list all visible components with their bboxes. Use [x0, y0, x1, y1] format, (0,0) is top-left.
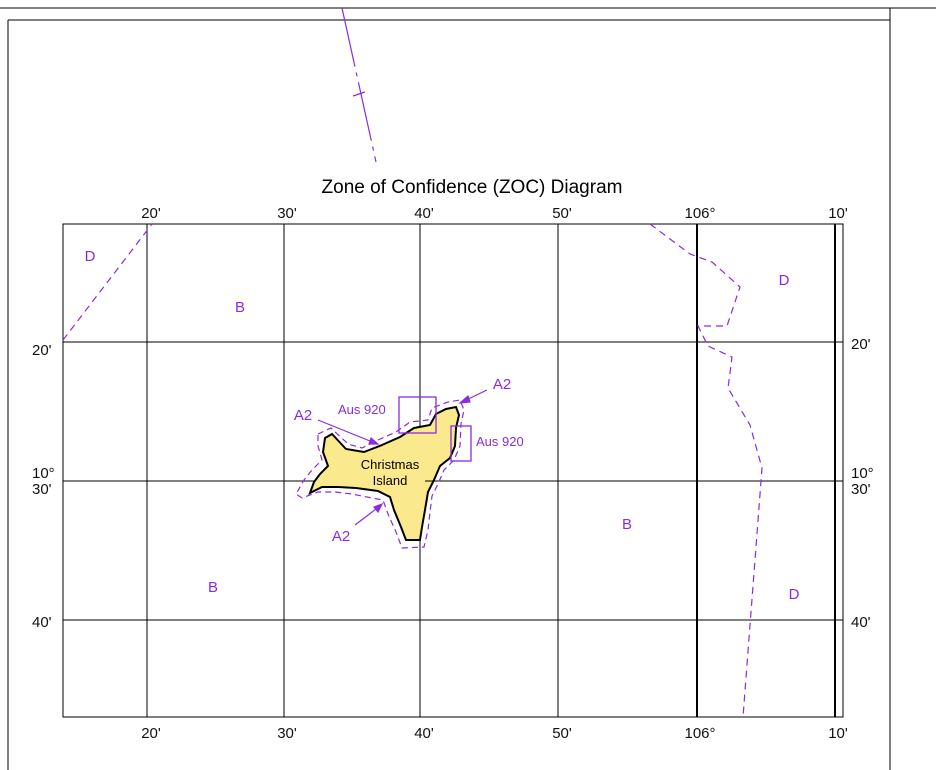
- right-axis: 20' 10° 30' 40': [851, 336, 874, 631]
- zone-label-a2-w: A2: [294, 407, 312, 424]
- zoc-boundaries: [62, 223, 763, 718]
- survey-box-1: [398, 396, 437, 434]
- right-label-10deg: 10°: [851, 465, 874, 482]
- a2-arrows: [317, 389, 488, 526]
- island-a2-outline: [295, 399, 465, 549]
- survey-box-2: [450, 425, 472, 462]
- zone-label-a2-sw: A2: [332, 528, 350, 545]
- bottom-label-50: 50': [552, 725, 572, 742]
- bottom-label-10: 10': [828, 725, 848, 742]
- track-line: [341, 7, 377, 163]
- top-label-10: 10': [828, 205, 848, 222]
- bottom-label-20: 20': [141, 725, 161, 742]
- top-label-20: 20': [141, 205, 161, 222]
- zone-label-d-se: D: [789, 586, 800, 603]
- bottom-label-106: 106°: [684, 725, 715, 742]
- bottom-label-40: 40': [414, 725, 434, 742]
- zone-label-d-nw: D: [85, 248, 96, 265]
- survey-label-1: Aus 920: [338, 402, 386, 417]
- zone-label-b-nw: B: [235, 299, 245, 316]
- bottom-axis: 20' 30' 40' 50' 106° 10': [141, 725, 848, 742]
- zoc-boundary-nw: [62, 223, 153, 341]
- left-label-40: 40': [32, 614, 52, 631]
- top-label-106: 106°: [684, 205, 715, 222]
- right-label-40: 40': [851, 614, 871, 631]
- left-label-10deg: 10°: [32, 465, 55, 482]
- top-label-40: 40': [414, 205, 434, 222]
- diagram-title: Zone of Confidence (ZOC) Diagram: [322, 177, 623, 198]
- zone-labels: D B D B B D A2 A2 A2: [85, 248, 800, 603]
- christmas-island: [308, 405, 461, 541]
- right-label-20: 20': [851, 336, 871, 353]
- island-name-line2: Island: [373, 473, 408, 488]
- map-border: [62, 223, 844, 718]
- bottom-label-30: 30': [277, 725, 297, 742]
- top-label-50: 50': [552, 205, 572, 222]
- top-axis: 20' 30' 40' 50' 106° 10': [141, 205, 848, 222]
- page-frame: [0, 7, 936, 770]
- left-label-30: 30': [32, 481, 52, 498]
- survey-boxes: [398, 396, 472, 462]
- grid: [62, 223, 844, 718]
- right-label-30: 30': [851, 481, 871, 498]
- left-label-20: 20': [32, 342, 52, 359]
- zoc-boundary-ne: [649, 223, 763, 718]
- top-label-30: 30': [277, 205, 297, 222]
- survey-label-2: Aus 920: [476, 434, 524, 449]
- zone-label-a2-ne: A2: [493, 376, 511, 393]
- zone-label-d-ne: D: [779, 272, 790, 289]
- zone-label-b-e: B: [622, 516, 632, 533]
- zone-label-b-sw: B: [208, 579, 218, 596]
- left-axis: 20' 10° 30' 40': [32, 342, 55, 631]
- island-name-line1: Christmas: [361, 457, 420, 472]
